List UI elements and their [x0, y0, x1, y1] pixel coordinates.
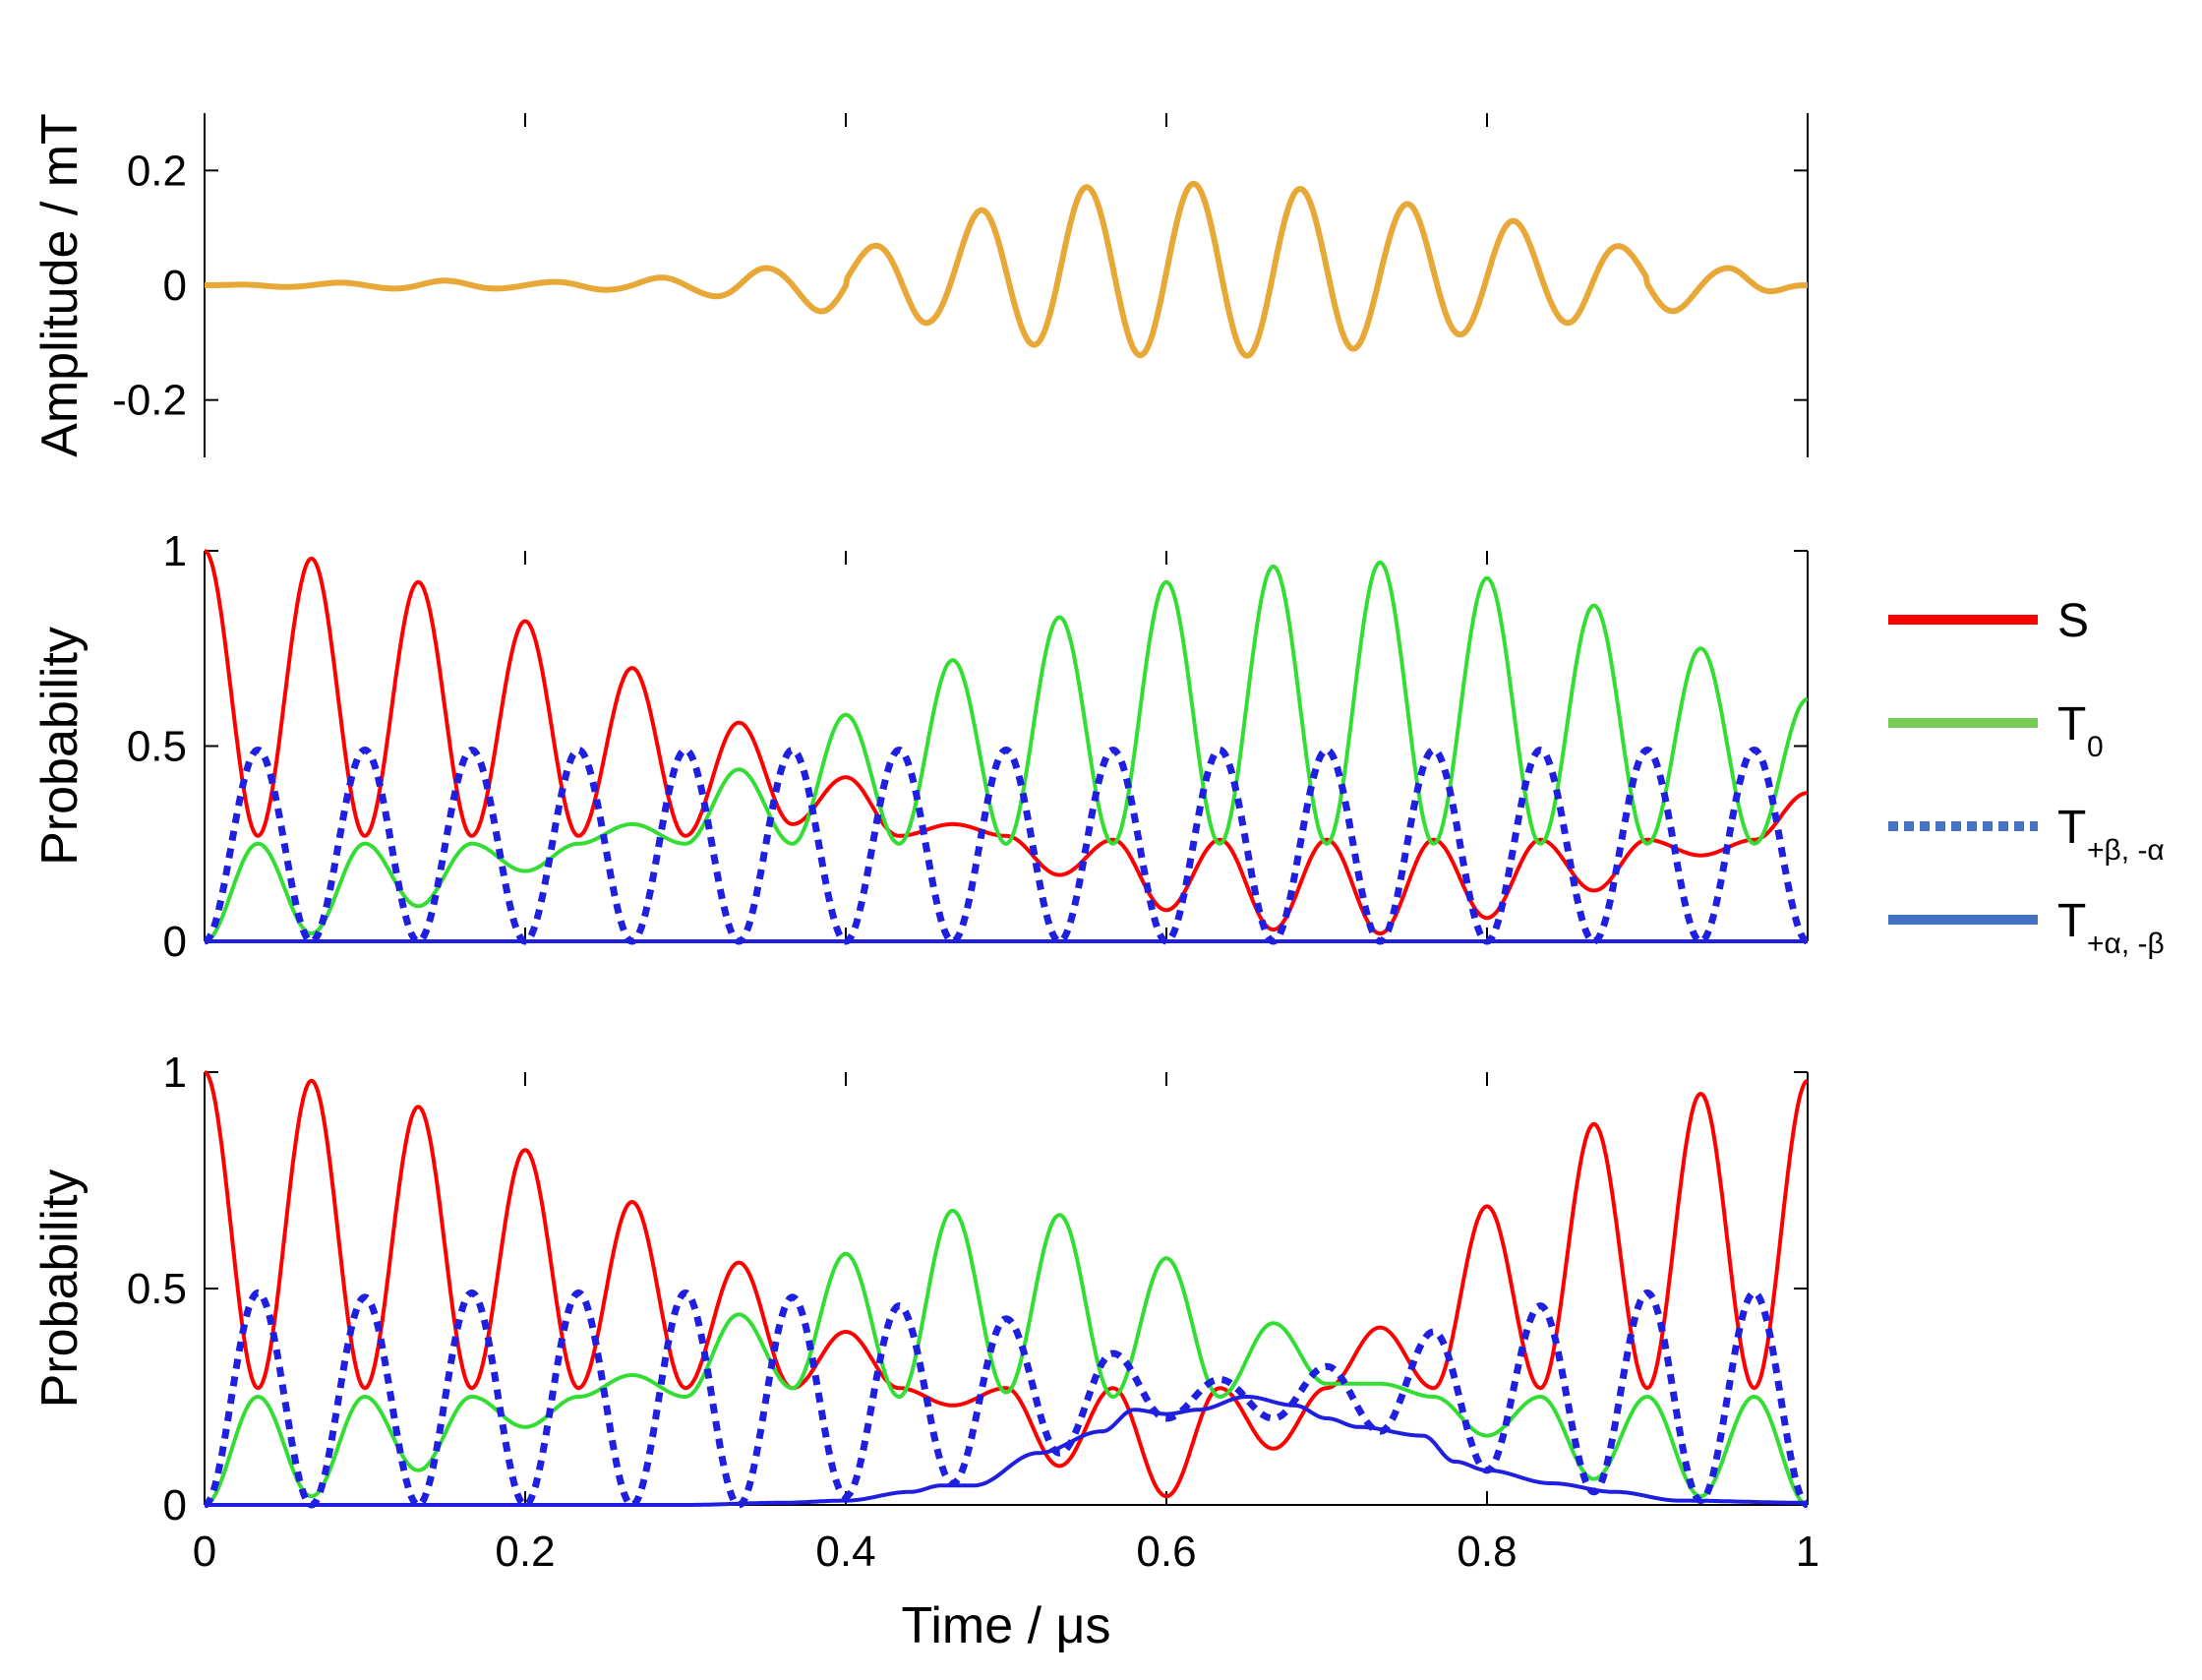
legend: ST 0T +β, -αT +α, -β: [1888, 595, 2165, 960]
series-t-: [205, 1395, 1808, 1507]
y-tick-label: 0: [163, 918, 187, 966]
series-t-: [204, 1289, 1809, 1509]
x-tick-label: 0.8: [1457, 1528, 1517, 1576]
legend-label: T: [2057, 895, 2086, 947]
probability-panel-middle: 1 0.5 0 Probability: [31, 527, 1809, 966]
series-t0: [204, 1208, 1809, 1507]
y-axis-label: Probability: [31, 627, 89, 866]
y-tick-label: 0: [163, 262, 187, 310]
legend-subscript: +α, -β: [2087, 928, 2165, 960]
series-amplitude: [205, 180, 1808, 359]
y-tick-label: -0.2: [112, 377, 187, 425]
x-tick-label: 0.4: [815, 1528, 875, 1576]
x-tick-label: 0: [193, 1528, 216, 1576]
x-tick-label: 1: [1796, 1528, 1819, 1576]
series-t0: [204, 560, 1809, 943]
x-axis-label: Time / μs: [902, 1597, 1111, 1654]
y-tick-label: 0: [163, 1481, 187, 1530]
legend-subscript: +β, -α: [2087, 834, 2165, 867]
series-t-: [204, 746, 1809, 945]
legend-subscript: 0: [2087, 731, 2104, 763]
y-axis-label: Probability: [31, 1170, 89, 1409]
series-s: [204, 549, 1809, 936]
y-tick-label: 0.5: [127, 1265, 187, 1313]
probability-panel-bottom: 1 0.5 00 0.2 0.4 0.6 0.8 1 Probability Time / μs: [31, 1049, 1819, 1654]
x-tick-label: 0.2: [495, 1528, 555, 1576]
y-tick-label: 1: [163, 1049, 187, 1097]
amplitude-panel: 0.2 0 -0.2 Amplitude / mT: [31, 113, 1809, 457]
legend-label: T: [2057, 802, 2086, 854]
legend-label: T: [2057, 698, 2086, 750]
y-tick-label: 0.5: [127, 723, 187, 771]
x-tick-label: 0.6: [1136, 1528, 1196, 1576]
y-axis-label: Amplitude / mT: [31, 113, 89, 457]
legend-label: S: [2057, 595, 2089, 647]
series-s: [204, 1070, 1809, 1499]
y-tick-label: 1: [163, 527, 187, 575]
y-tick-label: 0.2: [127, 147, 187, 195]
